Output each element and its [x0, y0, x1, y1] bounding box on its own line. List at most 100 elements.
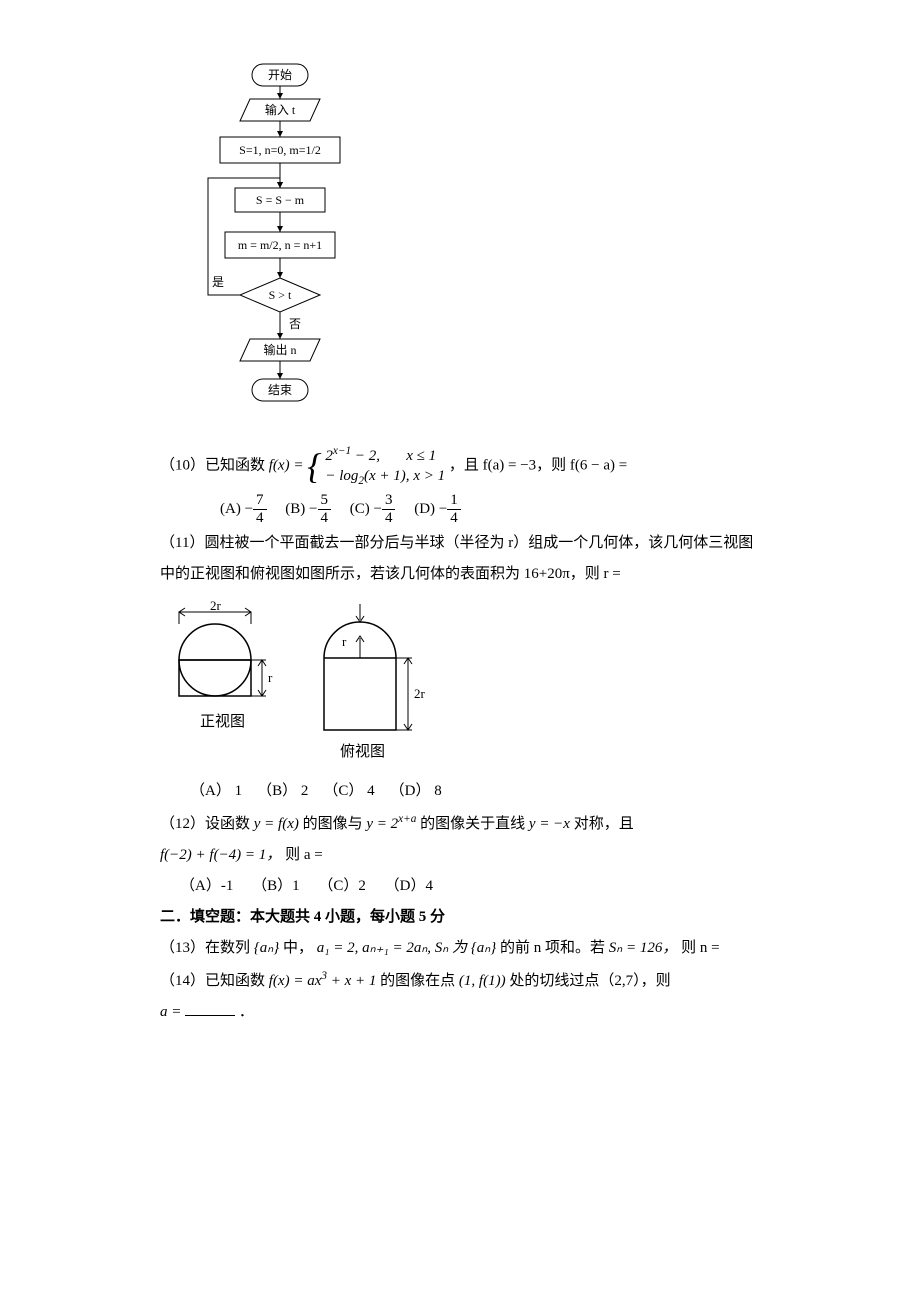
q14-a: （14）已知函数 [160, 973, 265, 989]
q11-opt-c: （C） 4 [323, 783, 374, 799]
flowchart-svg-container: 开始 输入 t S=1, n=0, m=1/2 S = S − m m = m/… [200, 60, 360, 440]
q12-l1-d: y = 2x+a [366, 816, 416, 832]
top-view-svg: r 2r 俯视图 [300, 598, 430, 768]
flow-assign-m-label: m = m/2, n = n+1 [238, 238, 322, 252]
q10-options: (A) −74 (B) −54 (C) −34 (D) −14 [160, 492, 760, 526]
flowchart-svg: 开始 输入 t S=1, n=0, m=1/2 S = S − m m = m/… [200, 60, 360, 430]
fill-blank [185, 1000, 235, 1016]
q11-line1: （11）圆柱被一个平面截去一部分后与半球（半径为 r）组成一个几何体，该几何体三… [160, 530, 760, 557]
q10-opt-a-den: 4 [253, 510, 267, 527]
q11-opt-a: （A） 1 [190, 783, 242, 799]
q10-tail: ，且 f(a) = −3，则 f(6 − a) = [449, 458, 627, 474]
q10-opt-b: (B) −54 [285, 501, 334, 517]
q10-piecewise: f(x) = { 2x−1 − 2, x ≤ 1 − log2(x + 1), … [269, 444, 445, 488]
q10-row2-expr: − log2(x + 1), [325, 468, 409, 484]
q14-e: 处的切线过点（2,7），则 [509, 973, 670, 989]
q10-opt-c-label: (C) [350, 501, 370, 517]
q11-opt-a-label: （A） [190, 783, 231, 799]
flow-start-label: 开始 [268, 68, 292, 82]
q12-line2: f(−2) + f(−4) = 1， 则 a = [160, 842, 760, 869]
q11-opt-a-value: 1 [235, 783, 243, 799]
period: ． [239, 1004, 254, 1020]
top-view-r-label: r [342, 634, 347, 649]
q11-opt-b: （B） 2 [257, 783, 308, 799]
q10-opt-b-sign: − [309, 501, 317, 517]
q13-f: Sₙ = 126， [609, 940, 678, 956]
flow-cond-label: S > t [269, 288, 292, 302]
q10-row1-expr: 2x−1 − 2, [325, 448, 380, 464]
q12-l1-g: 对称，且 [574, 816, 634, 832]
q12-line1: （12）设函数 y = f(x) 的图像与 y = 2x+a 的图像关于直线 y… [160, 809, 760, 838]
flow-edge-yes-label: 是 [212, 275, 224, 289]
q10-opt-d-label: (D) [414, 501, 435, 517]
q14-f: a = [160, 1004, 181, 1020]
top-view-2r-label: 2r [414, 686, 426, 701]
q12-l1-a: （12）设函数 [160, 816, 250, 832]
q11-line2: 中的正视图和俯视图如图所示，若该几何体的表面积为 16+20π，则 r = [160, 561, 760, 588]
flow-assign-s-label: S = S − m [256, 193, 305, 207]
q12-l2-a: f(−2) + f(−4) = 1， [160, 847, 281, 863]
q10-opt-c: (C) −34 [350, 501, 399, 517]
q13-b: {aₙ} [254, 940, 279, 956]
flow-input-label: 输入 t [265, 102, 296, 117]
q13-a: （13）在数列 [160, 940, 250, 956]
q10-prefix: （10）已知函数 [160, 458, 265, 474]
front-view-svg: 2r r 正视图 [160, 598, 280, 758]
q13-stem: （13）在数列 {aₙ} 中， a₁ = 2, aₙ₊₁ = 2aₙ, Sₙ 为… [160, 935, 760, 962]
flow-init-label: S=1, n=0, m=1/2 [239, 143, 321, 157]
flow-edge-no-label: 否 [289, 317, 301, 331]
q11-opt-d-label: （D） [390, 783, 431, 799]
q14-c: 的图像在点 [380, 973, 455, 989]
q10-opt-a-sign: − [245, 501, 253, 517]
q10-opt-a-num: 7 [253, 492, 267, 510]
q12-opt-c: （C）2 [318, 878, 366, 894]
front-view-caption: 正视图 [200, 713, 245, 730]
q14-answer-line: a = ． [160, 999, 760, 1026]
q13-e: 的前 n 项和。若 [500, 940, 605, 956]
q12-l2-b: 则 a = [285, 847, 323, 863]
q11-opt-c-label: （C） [323, 783, 363, 799]
q12-l1-c: 的图像与 [303, 816, 363, 832]
front-view-2r-label: 2r [210, 598, 222, 613]
q11-opt-d-value: 8 [434, 783, 442, 799]
q12-options: （A）-1 （B）1 （C）2 （D）4 [160, 873, 760, 900]
q12-opt-d: （D）4 [385, 878, 433, 894]
q14-d: (1, f(1)) [459, 973, 506, 989]
q11-views: 2r r 正视图 r [160, 598, 760, 768]
q10-opt-d: (D) −14 [414, 501, 461, 517]
q11-opt-b-label: （B） [257, 783, 297, 799]
q12-opt-a: （A）-1 [180, 878, 233, 894]
q10-opt-c-den: 4 [382, 510, 396, 527]
q12-l1-f: y = −x [529, 816, 570, 832]
q10-opt-b-label: (B) [285, 501, 305, 517]
top-view-caption: 俯视图 [340, 743, 385, 760]
q10-row1-cond: x ≤ 1 [406, 448, 436, 464]
q10-opt-a-label: (A) [220, 501, 241, 517]
q10-opt-d-den: 4 [447, 510, 461, 527]
q10-row2-cond: x > 1 [413, 468, 445, 484]
q10-opt-c-num: 3 [382, 492, 396, 510]
section2-title: 二．填空题：本大题共 4 小题，每小题 5 分 [160, 904, 760, 931]
q11-opt-c-value: 4 [367, 783, 375, 799]
q14-stem: （14）已知函数 f(x) = ax3 + x + 1 的图像在点 (1, f(… [160, 966, 760, 995]
q14-b: f(x) = ax3 + x + 1 [269, 973, 377, 989]
front-view-r-label: r [268, 670, 273, 685]
q12-opt-b: （B）1 [252, 878, 300, 894]
q10-fx-lhs: f(x) = [269, 458, 304, 474]
q11-opt-b-value: 2 [301, 783, 309, 799]
q12-l1-b: y = f(x) [254, 816, 299, 832]
q10-opt-d-num: 1 [447, 492, 461, 510]
left-brace-icon: { [307, 448, 321, 484]
q12-l1-e: 的图像关于直线 [420, 816, 525, 832]
flow-end-label: 结束 [268, 383, 292, 397]
q10-opt-c-sign: − [374, 501, 382, 517]
q11-options: （A） 1 （B） 2 （C） 4 （D） 8 [160, 778, 760, 805]
q11-opt-d: （D） 8 [390, 783, 442, 799]
q13-d: a₁ = 2, aₙ₊₁ = 2aₙ, Sₙ 为 {aₙ} [317, 940, 497, 956]
q10-opt-a: (A) −74 [220, 501, 270, 517]
q10-stem: （10）已知函数 f(x) = { 2x−1 − 2, x ≤ 1 − log2… [160, 444, 760, 488]
q10-opt-b-num: 5 [318, 492, 332, 510]
q13-g: 则 n = [681, 940, 719, 956]
flow-output-label: 输出 n [263, 342, 296, 357]
q13-c: 中， [283, 940, 313, 956]
